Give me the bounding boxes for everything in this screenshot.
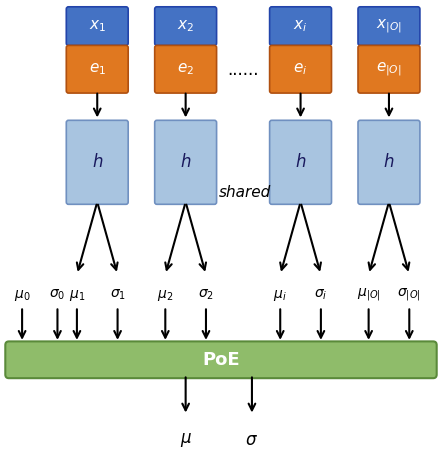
Text: $h$: $h$ bbox=[91, 153, 103, 171]
Text: $e_{|O|}$: $e_{|O|}$ bbox=[376, 60, 402, 78]
Text: $x_{2}$: $x_{2}$ bbox=[177, 18, 194, 34]
Text: $\sigma_2$: $\sigma_2$ bbox=[198, 288, 214, 302]
Text: $\sigma_1$: $\sigma_1$ bbox=[110, 288, 126, 302]
FancyBboxPatch shape bbox=[66, 120, 128, 204]
Text: $\mu_2$: $\mu_2$ bbox=[157, 287, 173, 303]
Text: $\mu_1$: $\mu_1$ bbox=[69, 287, 85, 303]
Text: $\mu_0$: $\mu_0$ bbox=[14, 287, 30, 303]
FancyBboxPatch shape bbox=[270, 7, 332, 45]
Text: $\sigma_0$: $\sigma_0$ bbox=[50, 288, 65, 302]
FancyBboxPatch shape bbox=[66, 45, 128, 93]
Text: ......: ...... bbox=[227, 61, 259, 79]
Text: $\sigma$: $\sigma$ bbox=[245, 431, 259, 449]
Text: $h$: $h$ bbox=[180, 153, 191, 171]
FancyBboxPatch shape bbox=[66, 7, 128, 45]
FancyBboxPatch shape bbox=[155, 120, 217, 204]
Text: $\mu_i$: $\mu_i$ bbox=[274, 287, 287, 303]
Text: shared: shared bbox=[219, 185, 271, 201]
Text: $h$: $h$ bbox=[295, 153, 306, 171]
FancyBboxPatch shape bbox=[270, 120, 332, 204]
Text: $\sigma_i$: $\sigma_i$ bbox=[314, 288, 328, 302]
Text: $e_{1}$: $e_{1}$ bbox=[89, 61, 106, 77]
FancyBboxPatch shape bbox=[358, 7, 420, 45]
Text: $\mu_{|O|}$: $\mu_{|O|}$ bbox=[357, 287, 381, 303]
FancyBboxPatch shape bbox=[5, 341, 437, 378]
Text: $e_{i}$: $e_{i}$ bbox=[293, 61, 308, 77]
Text: $x_{1}$: $x_{1}$ bbox=[89, 18, 106, 34]
FancyBboxPatch shape bbox=[155, 7, 217, 45]
Text: $x_{i}$: $x_{i}$ bbox=[293, 18, 308, 34]
FancyBboxPatch shape bbox=[155, 45, 217, 93]
Text: $h$: $h$ bbox=[383, 153, 395, 171]
Text: PoE: PoE bbox=[202, 351, 240, 369]
Text: $\sigma_{|O|}$: $\sigma_{|O|}$ bbox=[397, 287, 421, 303]
Text: $\mu$: $\mu$ bbox=[179, 431, 192, 449]
Text: $e_{2}$: $e_{2}$ bbox=[177, 61, 194, 77]
FancyBboxPatch shape bbox=[358, 45, 420, 93]
FancyBboxPatch shape bbox=[270, 45, 332, 93]
Text: $x_{|O|}$: $x_{|O|}$ bbox=[376, 17, 402, 35]
FancyBboxPatch shape bbox=[358, 120, 420, 204]
